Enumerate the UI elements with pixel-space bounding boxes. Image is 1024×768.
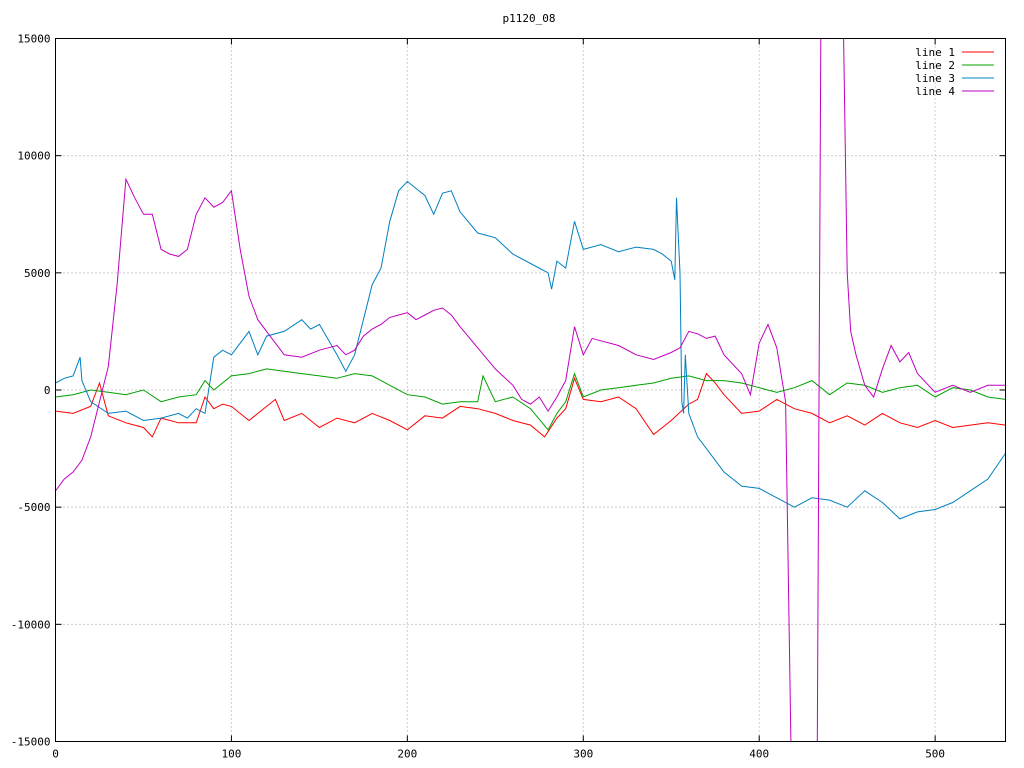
y-tick-label: -5000 — [17, 501, 50, 514]
plot-frame — [55, 38, 1006, 742]
x-tick-label: 300 — [573, 748, 593, 761]
chart-grid — [55, 38, 1006, 742]
y-tick-label: 15000 — [17, 33, 50, 46]
series-line-2 — [55, 368, 1006, 431]
legend-label-4: line 4 — [915, 85, 955, 98]
y-tick-label: -15000 — [11, 736, 51, 749]
series-line-4 — [55, 38, 1006, 742]
x-tick-label: 200 — [397, 748, 417, 761]
y-tick-label: 10000 — [17, 150, 50, 163]
y-tick-label: 5000 — [24, 267, 51, 280]
x-tick-label: 100 — [221, 748, 241, 761]
chart-series-group — [55, 38, 1006, 742]
axis-ticks: -15000 -10000 -5000 0 5000 10000 15000 0 100 200 3… — [11, 33, 1006, 761]
legend-label-2: line 2 — [915, 59, 955, 72]
x-tick-label: 0 — [52, 748, 59, 761]
y-tick-label: -10000 — [11, 618, 51, 631]
series-line-3 — [55, 180, 1006, 520]
legend-label-3: line 3 — [915, 72, 955, 85]
series-line-1 — [55, 372, 1006, 438]
y-tick-label: 0 — [44, 384, 51, 397]
x-tick-label: 400 — [749, 748, 769, 761]
chart-title: p1120_08 — [503, 12, 556, 25]
x-tick-label: 500 — [925, 748, 945, 761]
legend-label-1: line 1 — [915, 46, 955, 59]
